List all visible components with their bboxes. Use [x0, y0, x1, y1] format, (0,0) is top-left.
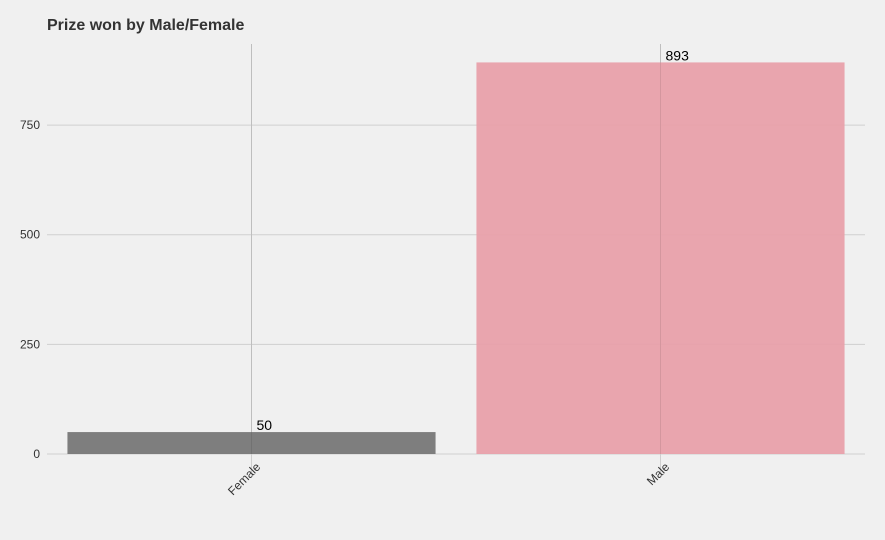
y-tick-label: 750 — [20, 118, 40, 132]
data-label: 893 — [666, 47, 690, 63]
y-tick-label: 0 — [33, 447, 40, 461]
bar — [476, 62, 845, 454]
x-tick-label: Female — [225, 460, 263, 498]
bar — [67, 432, 436, 454]
y-tick-label: 250 — [20, 337, 40, 351]
x-tick-label: Male — [644, 460, 673, 489]
y-tick-label: 500 — [20, 228, 40, 242]
data-label: 50 — [257, 417, 273, 433]
chart-title: Prize won by Male/Female — [47, 17, 245, 34]
